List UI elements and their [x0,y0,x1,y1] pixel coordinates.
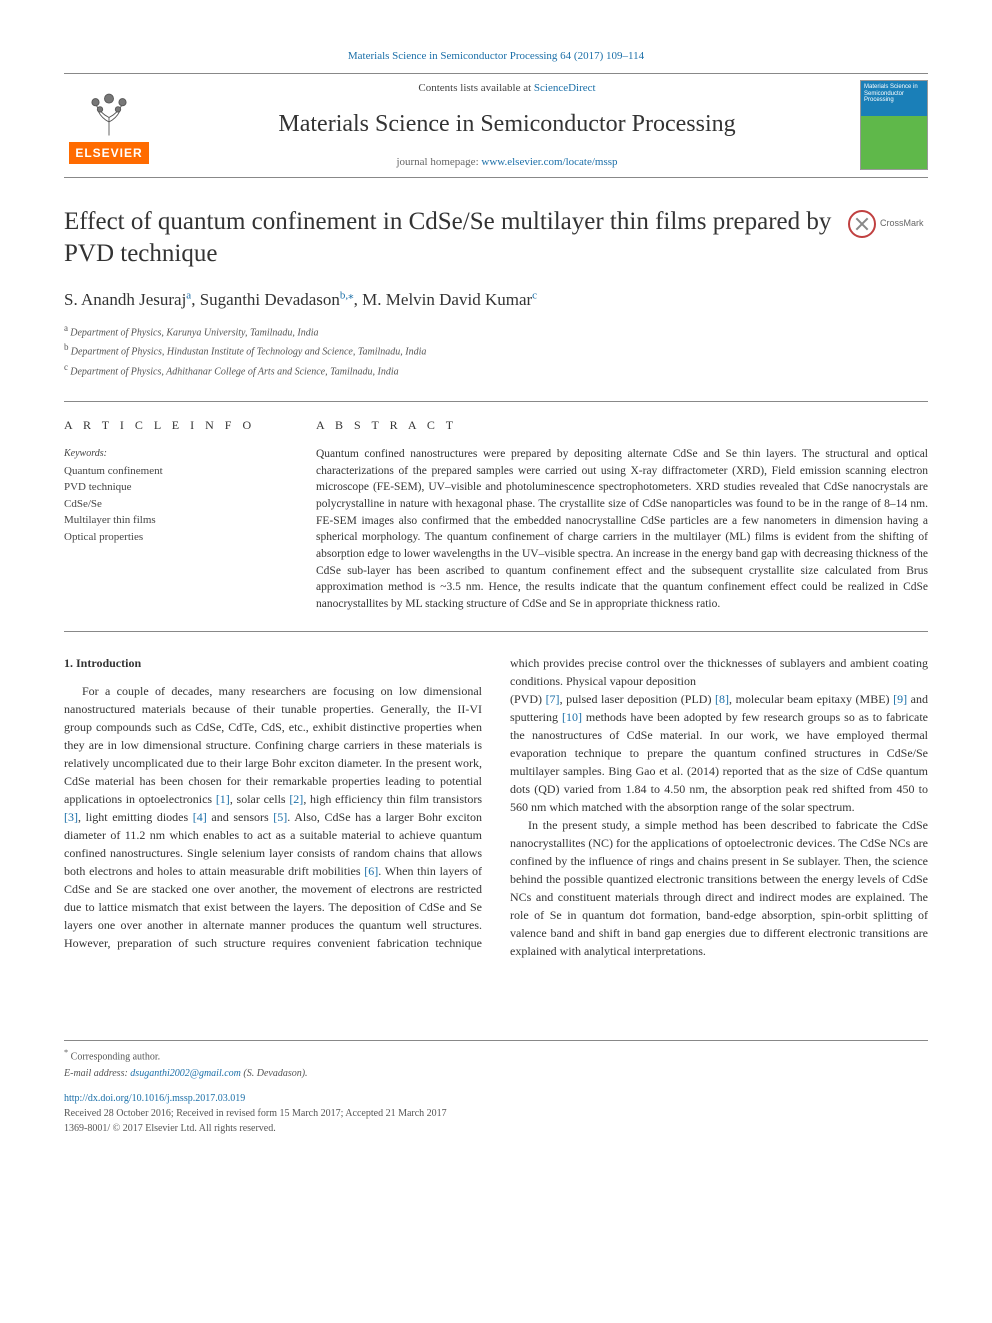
keyword-item: CdSe/Se [64,496,284,513]
affiliation-ref-link[interactable]: c [532,289,537,301]
crossmark-badge[interactable]: CrossMark [848,210,928,238]
sciencedirect-link[interactable]: ScienceDirect [534,82,596,94]
section-1-heading: 1. Introduction [64,654,482,672]
email-attribution: (S. Devadason). [241,1068,308,1079]
affiliation-sup: b [64,342,71,352]
affiliation-ref-link[interactable]: b, [340,289,348,301]
contents-prefix: Contents lists available at [418,82,533,94]
section-number: 1. [64,656,73,670]
corresponding-author-note: * Corresponding author. [64,1047,928,1064]
keywords-list: Quantum confinementPVD techniqueCdSe/SeM… [64,463,284,546]
citation-ref-link[interactable]: [10] [562,710,582,724]
keywords-label: Keywords: [64,446,284,461]
citation-ref-link[interactable]: [9] [893,692,907,706]
citation-ref-link[interactable]: [5] [273,810,287,824]
elsevier-wordmark: ELSEVIER [69,142,148,164]
citation-ref-link[interactable]: [7] [546,692,560,706]
author-name: M. Melvin David Kumar [362,290,532,309]
crossmark-label: CrossMark [880,217,924,231]
crossmark-icon [848,210,876,238]
citation-ref-link[interactable]: [6] [364,864,378,878]
body-text: 1. Introduction For a couple of decades,… [64,654,928,960]
body-para-3: In the present study, a simple method ha… [510,816,928,960]
publisher-logo-block: ELSEVIER [64,86,154,164]
affiliation-sup: a [64,323,70,333]
email-label: E-mail address: [64,1068,130,1079]
article-info-heading: A R T I C L E I N F O [64,416,284,434]
journal-homepage-line: journal homepage: www.elsevier.com/locat… [154,154,860,171]
keyword-item: Optical properties [64,529,284,546]
corresponding-ref-link[interactable]: ⁎ [348,289,354,301]
affiliation-line: a Department of Physics, Karunya Univers… [64,322,928,340]
section-title: Introduction [76,656,141,670]
corr-symbol: * [64,1048,68,1057]
citation-ref-link[interactable]: [2] [289,792,303,806]
header-citation: Materials Science in Semiconductor Proce… [64,48,928,65]
affiliation-ref-link[interactable]: a [186,289,191,301]
homepage-prefix: journal homepage: [396,156,481,168]
doi-link[interactable]: http://dx.doi.org/10.1016/j.mssp.2017.03… [64,1093,245,1104]
header-citation-link[interactable]: Materials Science in Semiconductor Proce… [348,50,644,62]
author-name: Suganthi Devadason [200,290,340,309]
journal-homepage-link[interactable]: www.elsevier.com/locate/mssp [481,156,617,168]
footer: * Corresponding author. E-mail address: … [64,1040,928,1136]
affiliation-line: b Department of Physics, Hindustan Insti… [64,341,928,359]
cover-thumb-text: Materials Science in Semiconductor Proce… [864,84,927,104]
article-title: Effect of quantum confinement in CdSe/Se… [64,206,832,271]
article-info-column: A R T I C L E I N F O Keywords: Quantum … [64,416,284,613]
author-affiliation-sup: c [532,289,537,301]
journal-header: ELSEVIER Contents lists available at Sci… [64,73,928,178]
abstract-heading: A B S T R A C T [316,416,928,434]
affiliation-sup: c [64,362,70,372]
citation-ref-link[interactable]: [1] [216,792,230,806]
info-abstract-row: A R T I C L E I N F O Keywords: Quantum … [64,401,928,632]
doi-line: http://dx.doi.org/10.1016/j.mssp.2017.03… [64,1091,928,1106]
journal-name: Materials Science in Semiconductor Proce… [154,106,860,142]
elsevier-tree-icon [82,86,136,140]
affiliations: a Department of Physics, Karunya Univers… [64,322,928,379]
author-affiliation-sup: a [186,289,191,301]
keyword-item: PVD technique [64,479,284,496]
affiliation-line: c Department of Physics, Adhithanar Coll… [64,361,928,379]
abstract-column: A B S T R A C T Quantum confined nanostr… [316,416,928,613]
author-affiliation-sup: b,⁎ [340,289,354,301]
author-list: S. Anandh Jesuraja, Suganthi Devadasonb,… [64,287,928,313]
citation-ref-link[interactable]: [8] [715,692,729,706]
keyword-item: Quantum confinement [64,463,284,480]
article-dates: Received 28 October 2016; Received in re… [64,1106,928,1121]
keyword-item: Multilayer thin films [64,512,284,529]
body-para-2: (PVD) [7], pulsed laser deposition (PLD)… [510,690,928,816]
journal-cover-thumbnail: Materials Science in Semiconductor Proce… [860,80,928,170]
contents-line: Contents lists available at ScienceDirec… [154,80,860,97]
abstract-text: Quantum confined nanostructures were pre… [316,446,928,613]
author-name: S. Anandh Jesuraj [64,290,186,309]
citation-ref-link[interactable]: [4] [193,810,207,824]
copyright: 1369-8001/ © 2017 Elsevier Ltd. All righ… [64,1121,928,1136]
corr-text: Corresponding author. [71,1051,160,1062]
citation-ref-link[interactable]: [3] [64,810,78,824]
header-center: Contents lists available at ScienceDirec… [154,80,860,171]
email-line: E-mail address: dsuganthi2002@gmail.com … [64,1066,928,1081]
email-link[interactable]: dsuganthi2002@gmail.com [130,1068,241,1079]
